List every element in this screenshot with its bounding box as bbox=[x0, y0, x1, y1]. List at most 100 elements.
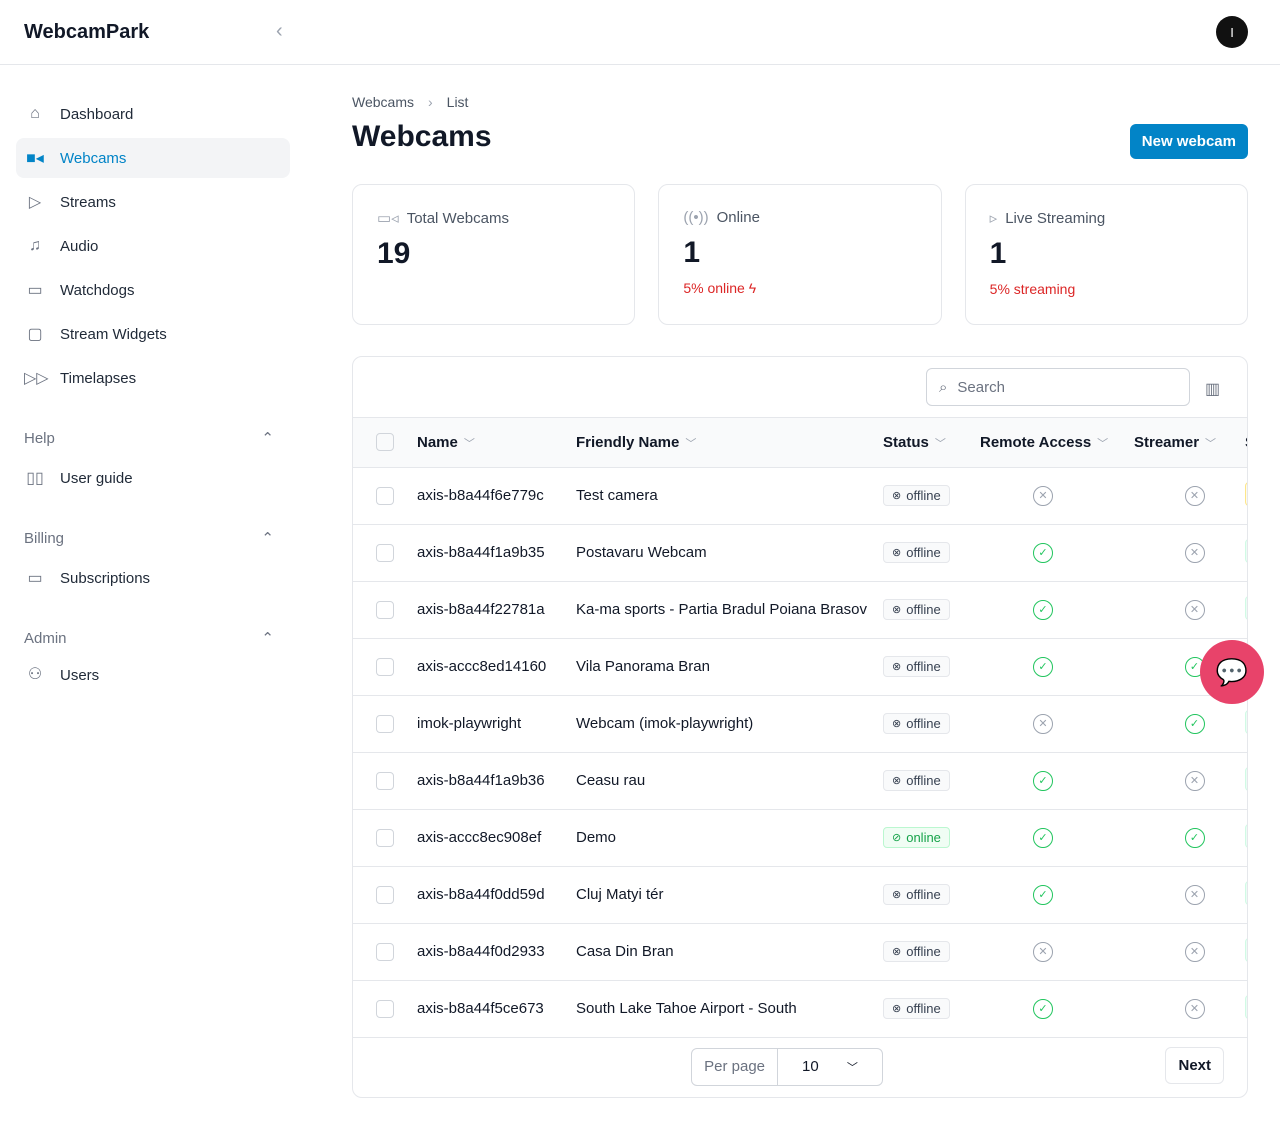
row-checkbox[interactable] bbox=[376, 771, 394, 790]
music-icon: ♫ bbox=[29, 237, 41, 254]
cell-name[interactable]: axis-b8a44f5ce673 bbox=[417, 980, 576, 1038]
row-checkbox[interactable] bbox=[376, 486, 394, 505]
sidebar-item-timelapses[interactable]: ▷▷ Timelapses bbox=[16, 358, 290, 398]
users-icon: ⚇ bbox=[27, 666, 43, 683]
table-row[interactable]: imok-playwright Webcam (imok-playwright)… bbox=[353, 695, 1247, 753]
cell-name[interactable]: axis-b8a44f0dd59d bbox=[417, 866, 576, 924]
sidebar-item-watchdogs[interactable]: ▭ Watchdogs bbox=[16, 270, 290, 310]
row-checkbox[interactable] bbox=[376, 714, 394, 733]
cell-name[interactable]: axis-b8a44f22781a bbox=[417, 581, 576, 639]
cell-truncated bbox=[1245, 980, 1247, 1038]
video-icon: ■◂ bbox=[26, 150, 44, 167]
cell-name[interactable]: axis-accc8ed14160 bbox=[417, 638, 576, 696]
table-row[interactable]: axis-b8a44f5ce673 South Lake Tahoe Airpo… bbox=[353, 980, 1247, 1038]
search-input[interactable]: ⌕ Search bbox=[926, 368, 1190, 406]
sidebar-item-dashboard[interactable]: ⌂ Dashboard bbox=[16, 94, 290, 134]
status-badge: ⊗ offline bbox=[883, 998, 950, 1019]
breadcrumb: Webcams › List bbox=[352, 94, 1248, 110]
row-checkbox[interactable] bbox=[376, 828, 394, 847]
collapse-sidebar-icon[interactable]: ‹ bbox=[276, 20, 283, 42]
sidebar-item-users[interactable]: ⚇ Users bbox=[16, 658, 290, 684]
table-row[interactable]: axis-b8a44f1a9b36 Ceasu rau ⊗ offline ✓ ✕ bbox=[353, 752, 1247, 810]
cell-truncated bbox=[1245, 524, 1247, 582]
row-checkbox[interactable] bbox=[376, 543, 394, 562]
cell-friendly-name: Ceasu rau bbox=[576, 752, 883, 810]
cell-truncated bbox=[1245, 467, 1247, 525]
chevron-right-icon: › bbox=[427, 94, 433, 110]
status-badge: ⊗ offline bbox=[883, 941, 950, 962]
x-circle-icon: ✕ bbox=[1184, 542, 1205, 563]
per-page-select[interactable]: Per page 10 ﹀ bbox=[691, 1047, 883, 1086]
row-checkbox[interactable] bbox=[376, 657, 394, 676]
billing-section-toggle[interactable]: Billing ⌃ bbox=[16, 518, 290, 558]
x-circle-icon: ✕ bbox=[1184, 884, 1205, 905]
sidebar-item-label: Dashboard bbox=[60, 105, 134, 123]
column-header-streamer[interactable]: Streamer ﹀ bbox=[1134, 418, 1245, 468]
cell-name[interactable]: axis-b8a44f1a9b36 bbox=[417, 752, 576, 810]
table-row[interactable]: axis-accc8ec908ef Demo ⊘ online ✓ ✓ bbox=[353, 809, 1247, 867]
x-circle-icon: ✕ bbox=[1184, 770, 1205, 791]
cell-remote-access: ✓ bbox=[980, 866, 1134, 924]
lightning-icon: ϟ bbox=[748, 280, 757, 296]
cell-truncated bbox=[1245, 695, 1247, 753]
status-text: offline bbox=[906, 716, 941, 731]
cell-name[interactable]: axis-b8a44f1a9b35 bbox=[417, 524, 576, 582]
x-circle-icon: ✕ bbox=[1033, 941, 1053, 962]
cell-name[interactable]: imok-playwright bbox=[417, 695, 576, 753]
check-circle-icon: ✓ bbox=[1033, 827, 1053, 848]
breadcrumb-webcams[interactable]: Webcams bbox=[352, 94, 414, 110]
table-row[interactable]: axis-b8a44f22781a Ka-ma sports - Partia … bbox=[353, 581, 1247, 639]
column-header-status[interactable]: Status ﹀ bbox=[883, 418, 980, 468]
row-checkbox[interactable] bbox=[376, 942, 394, 961]
column-header-remote-access[interactable]: Remote Access ﹀ bbox=[980, 418, 1134, 468]
search-placeholder: Search bbox=[957, 378, 1005, 396]
sidebar-item-label: Audio bbox=[60, 237, 99, 255]
check-circle-icon: ✓ bbox=[1033, 656, 1053, 677]
row-checkbox[interactable] bbox=[376, 885, 394, 904]
chat-widget-button[interactable]: 💬 bbox=[1200, 640, 1264, 704]
cell-name[interactable]: axis-b8a44f6e779c bbox=[417, 467, 576, 525]
columns-toggle-icon[interactable]: ▥ bbox=[1205, 381, 1221, 398]
admin-section-toggle[interactable]: Admin ⌃ bbox=[16, 618, 290, 658]
help-section-toggle[interactable]: Help ⌃ bbox=[16, 418, 290, 458]
select-all-checkbox[interactable] bbox=[376, 433, 394, 452]
app-logo[interactable]: WebcamPark bbox=[24, 20, 150, 43]
fast-forward-icon: ▷▷ bbox=[24, 370, 49, 387]
status-text: offline bbox=[906, 602, 941, 617]
sidebar-item-streams[interactable]: ▷ Streams bbox=[16, 182, 290, 222]
avatar[interactable]: I bbox=[1216, 16, 1248, 48]
table-row[interactable]: axis-b8a44f1a9b35 Postavaru Webcam ⊗ offl… bbox=[353, 524, 1247, 582]
status-badge: ⊗ offline bbox=[883, 770, 950, 791]
breadcrumb-list: List bbox=[446, 94, 469, 110]
chevron-up-icon: ⌃ bbox=[261, 530, 274, 547]
status-text: offline bbox=[906, 887, 941, 902]
sidebar-item-stream-widgets[interactable]: ▢ Stream Widgets bbox=[16, 314, 290, 354]
row-checkbox[interactable] bbox=[376, 999, 394, 1018]
sidebar-item-audio[interactable]: ♫ Audio bbox=[16, 226, 290, 266]
cell-streamer: ✕ bbox=[1134, 980, 1245, 1038]
cell-name[interactable]: axis-b8a44f0d2933 bbox=[417, 923, 576, 981]
cell-remote-access: ✓ bbox=[980, 524, 1134, 582]
cell-friendly-name: Ka-ma sports - Partia Bradul Poiana Bras… bbox=[576, 581, 883, 639]
status-badge: ⊗ offline bbox=[883, 884, 950, 905]
column-header-friendly-name[interactable]: Friendly Name ﹀ bbox=[576, 418, 883, 468]
sidebar-item-user-guide[interactable]: ▯▯ User guide bbox=[16, 458, 290, 498]
table-row[interactable]: axis-b8a44f0d2933 Casa Din Bran ⊗ offline… bbox=[353, 923, 1247, 981]
row-checkbox[interactable] bbox=[376, 600, 394, 619]
cell-name[interactable]: axis-accc8ec908ef bbox=[417, 809, 576, 867]
check-circle-icon: ⊘ bbox=[892, 832, 902, 844]
column-header-truncated[interactable]: S bbox=[1245, 418, 1247, 468]
table-row[interactable]: axis-b8a44f0dd59d Cluj Matyi tér ⊗ offlin… bbox=[353, 866, 1247, 924]
cell-friendly-name: Casa Din Bran bbox=[576, 923, 883, 981]
status-badge: ⊗ offline bbox=[883, 713, 950, 734]
next-page-button[interactable]: Next bbox=[1165, 1047, 1224, 1084]
column-header-name[interactable]: Name ﹀ bbox=[417, 418, 576, 468]
table-row[interactable]: axis-accc8ed14160 Vila Panorama Bran ⊗ of… bbox=[353, 638, 1247, 696]
cell-streamer: ✕ bbox=[1134, 581, 1245, 639]
new-webcam-button[interactable]: New webcam bbox=[1129, 124, 1248, 159]
table-row[interactable]: axis-b8a44f6e779c Test camera ⊗ offline ✕… bbox=[353, 467, 1247, 525]
sidebar-item-webcams[interactable]: ■◂ Webcams bbox=[16, 138, 290, 178]
sidebar-item-subscriptions[interactable]: ▭ Subscriptions bbox=[16, 558, 290, 598]
status-badge: ⊗ offline bbox=[883, 542, 950, 563]
stat-online: ((•)) Online 1 5% online ϟ bbox=[658, 184, 942, 325]
